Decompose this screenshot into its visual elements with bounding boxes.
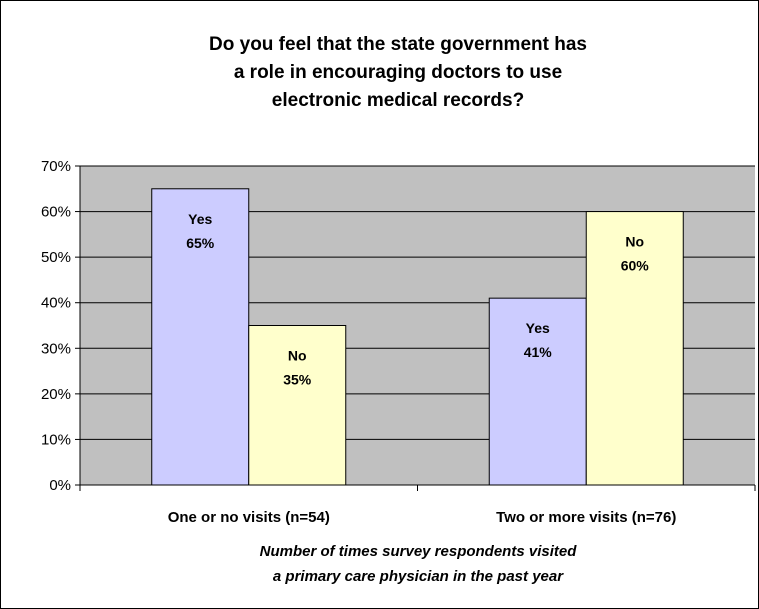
chart-title: Do you feel that the state government ha… [209,34,587,111]
bars [151,188,684,486]
data-label-series: Yes [188,211,212,227]
axes [75,165,756,491]
bar-yes [488,297,587,486]
bar-no [248,325,347,486]
bar-yes [151,188,250,486]
y-tick-label: 50% [41,249,71,266]
y-tick-label: 10% [41,431,71,448]
data-label-series: No [288,348,307,364]
y-tick-label: 60% [41,204,71,221]
y-axis-ticks: 0% 10% 20% 30% 40% 50% 60% 70% [41,158,71,494]
x-axis-title-line-2: a primary care physician in the past yea… [273,568,564,585]
x-axis-title: Number of times survey respondents visit… [260,543,578,585]
chart-title-line-1: Do you feel that the state government ha… [209,34,587,55]
data-label-value: 65% [186,235,215,251]
data-label-value: 41% [524,344,553,360]
data-label-value: 60% [621,258,650,274]
data-labels: Yes 65% Yes 41% No 35% No 60% [186,211,649,388]
x-axis-title-line-1: Number of times survey respondents visit… [260,543,578,560]
y-tick-label: 70% [41,158,71,175]
x-axis-categories: One or no visits (n=54) Two or more visit… [168,509,677,526]
x-category-label: One or no visits (n=54) [168,509,330,526]
y-tick-label: 0% [49,477,71,494]
chart-title-line-2: a role in encouraging doctors to use [234,62,562,83]
data-label-series: Yes [526,320,550,336]
bar-no [585,211,684,486]
data-label-value: 35% [283,372,312,388]
chart-title-line-3: electronic medical records? [272,90,524,111]
y-tick-label: 20% [41,386,71,403]
y-tick-label: 40% [41,295,71,312]
y-tick-label: 30% [41,340,71,357]
x-category-label: Two or more visits (n=76) [496,509,676,526]
data-label-series: No [625,234,644,250]
